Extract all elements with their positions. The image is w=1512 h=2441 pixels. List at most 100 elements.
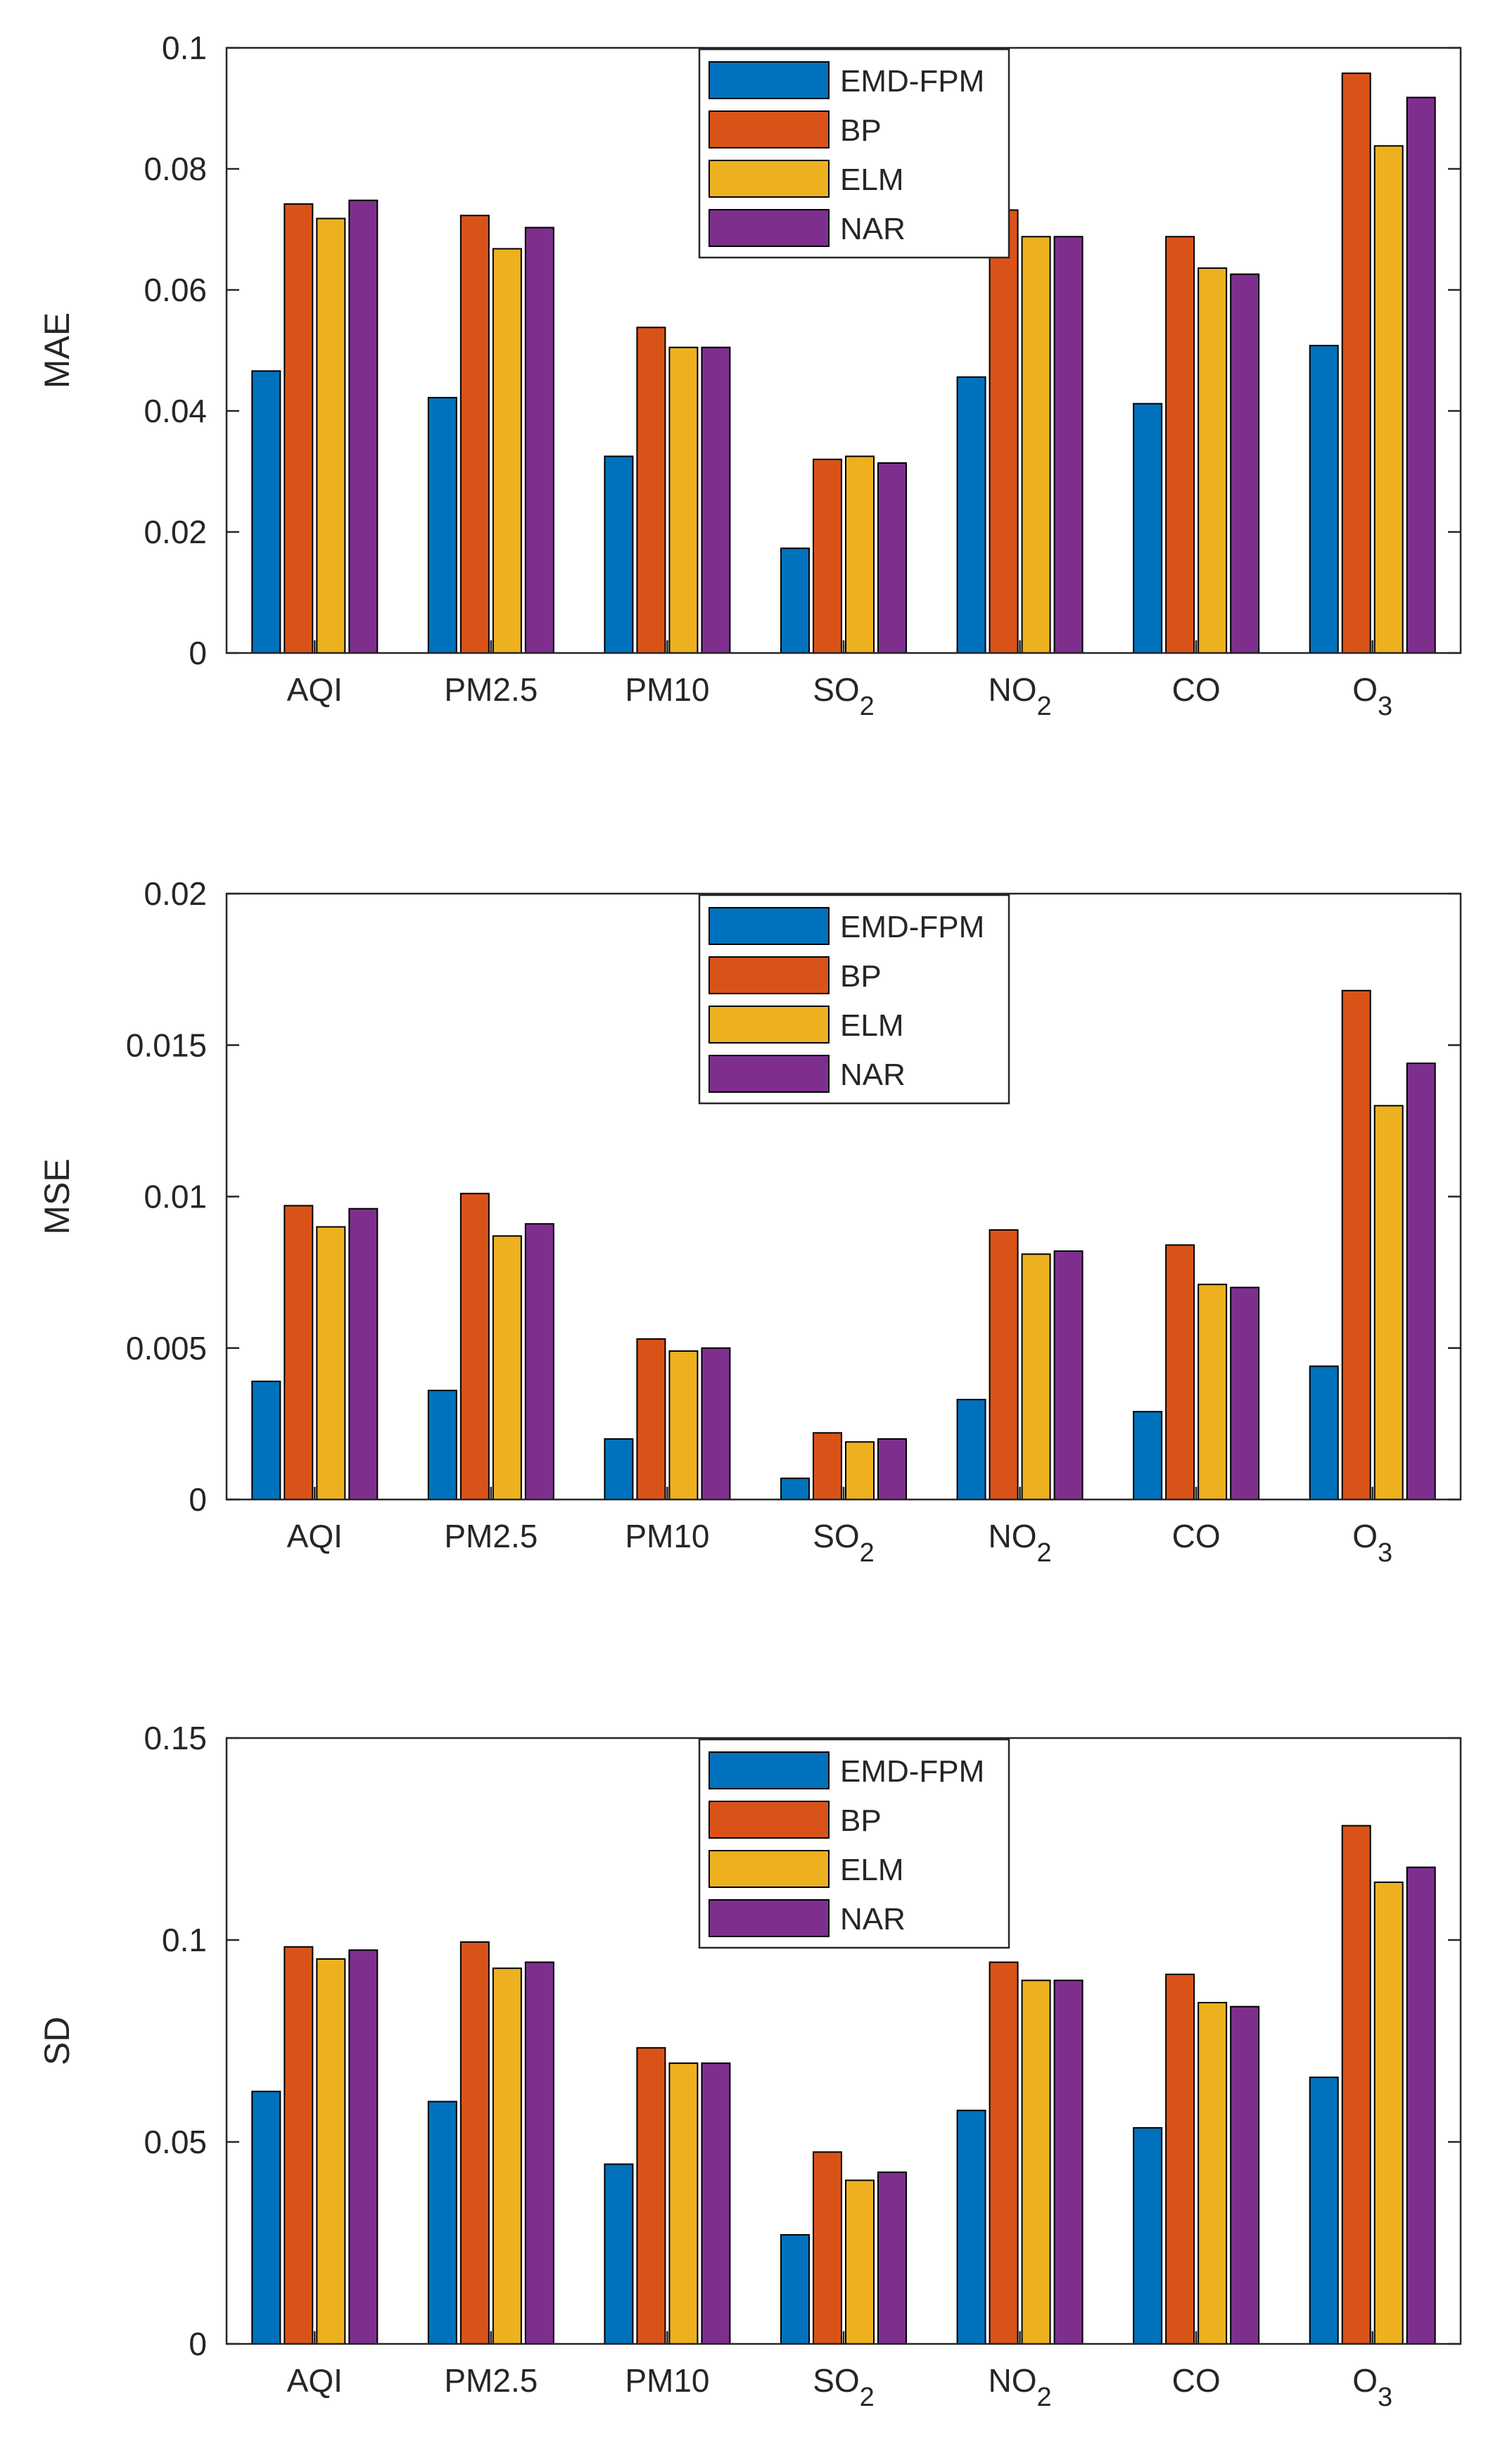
- bar-mae-bp-o3: [1341, 72, 1371, 654]
- bar-mse-nar-no2: [1053, 1250, 1084, 1500]
- bar-mse-nar-co: [1230, 1286, 1260, 1501]
- legend-swatch-emd-fpm: [709, 61, 830, 99]
- legend-label-bp: BP: [840, 1803, 882, 1838]
- bar-mse-elm-pm2.5: [492, 1235, 522, 1500]
- bar-mae-bp-aqi: [284, 203, 314, 654]
- bar-mae-bp-co: [1165, 236, 1195, 654]
- x-tick-label-pm2.5: PM2.5: [444, 671, 538, 708]
- bar-sd-nar-so2: [877, 2171, 907, 2345]
- bar-mae-elm-aqi: [316, 217, 346, 654]
- bar-mse-emd-fpm-no2: [956, 1398, 986, 1501]
- y-tick-label: 0: [189, 1481, 207, 1518]
- x-tick-label-no2: NO2: [989, 2362, 1052, 2412]
- legend-swatch-nar: [709, 1899, 830, 1937]
- bar-mae-nar-pm2.5: [524, 227, 554, 654]
- bar-sd-nar-o3: [1406, 1866, 1436, 2345]
- x-tick-label-pm2.5: PM2.5: [444, 1518, 538, 1554]
- bar-mse-emd-fpm-o3: [1309, 1365, 1339, 1500]
- bar-mse-emd-fpm-pm10: [604, 1438, 634, 1501]
- x-tick-label-aqi: AQI: [287, 1518, 343, 1554]
- y-tick-label: 0: [189, 2326, 207, 2362]
- x-tick-label-no2: NO2: [989, 1518, 1052, 1568]
- bar-sd-emd-fpm-co: [1133, 2126, 1163, 2345]
- x-tick-label-no2: NO2: [989, 671, 1052, 721]
- x-tick-label-pm10: PM10: [625, 671, 709, 708]
- bar-sd-nar-aqi: [348, 1949, 379, 2345]
- legend-label-emd-fpm: EMD-FPM: [840, 910, 984, 944]
- bar-mse-elm-co: [1197, 1283, 1228, 1500]
- bar-mae-bp-no2: [989, 209, 1019, 654]
- bar-mae-elm-so2: [845, 455, 875, 654]
- y-tick-label: 0.005: [126, 1330, 207, 1367]
- legend-label-bp: BP: [840, 113, 882, 148]
- y-tick-label: 0.06: [144, 272, 207, 308]
- bar-sd-elm-pm10: [668, 2062, 699, 2345]
- bar-mse-bp-aqi: [284, 1205, 314, 1501]
- x-tick-label-co: CO: [1172, 671, 1221, 708]
- bar-sd-emd-fpm-o3: [1309, 2077, 1339, 2345]
- bar-mae-elm-pm10: [668, 346, 699, 654]
- bar-mae-nar-aqi: [348, 199, 379, 654]
- y-axis-label: MSE: [37, 1158, 77, 1234]
- bar-mae-emd-fpm-no2: [956, 376, 986, 654]
- legend-swatch-emd-fpm: [709, 907, 830, 945]
- y-tick-label: 0.15: [144, 1720, 207, 1756]
- legend-label-emd-fpm: EMD-FPM: [840, 64, 984, 99]
- x-tick-label-so2: SO2: [813, 2362, 875, 2412]
- chart-panel-mae: 0 0.02 0.04 0.06 0.08 0.1 AQI PM2.5 PM10 SO2 NO2 CO…: [37, 30, 1462, 721]
- bar-mae-elm-pm2.5: [492, 248, 522, 654]
- legend-label-elm: ELM: [840, 163, 903, 197]
- y-axis-label: MAE: [37, 312, 77, 388]
- x-tick-label-pm10: PM10: [625, 1518, 709, 1554]
- bar-mae-elm-no2: [1021, 236, 1051, 654]
- x-tick-label-pm10: PM10: [625, 2362, 709, 2399]
- bar-sd-elm-aqi: [316, 1958, 346, 2345]
- legend-swatch-elm: [709, 1006, 830, 1044]
- bar-mse-emd-fpm-so2: [780, 1477, 810, 1500]
- bar-mse-bp-o3: [1341, 989, 1371, 1500]
- x-tick-label-aqi: AQI: [287, 2362, 343, 2399]
- legend-swatch-nar: [709, 1055, 830, 1093]
- y-tick-label: 0.05: [144, 2124, 207, 2160]
- bar-sd-bp-so2: [813, 2151, 842, 2345]
- bar-mae-emd-fpm-o3: [1309, 345, 1339, 654]
- bar-mse-bp-pm2.5: [459, 1193, 490, 1500]
- bar-mae-elm-co: [1197, 267, 1228, 654]
- legend-label-elm: ELM: [840, 1853, 903, 1887]
- legend: EMD-FPM BP ELM NAR: [698, 1738, 1010, 1949]
- chart-panel-mse: 0 0.005 0.01 0.015 0.02 AQI PM2.5 PM10 SO2 NO2 CO O…: [37, 875, 1462, 1568]
- legend-label-nar: NAR: [840, 212, 906, 246]
- bar-sd-nar-pm2.5: [524, 1961, 554, 2345]
- bar-mse-elm-o3: [1373, 1105, 1404, 1500]
- legend-swatch-elm: [709, 1850, 830, 1888]
- bar-sd-emd-fpm-so2: [780, 2234, 810, 2345]
- bar-sd-bp-co: [1165, 1973, 1195, 2345]
- bar-mse-bp-pm10: [636, 1338, 666, 1500]
- bar-sd-bp-aqi: [284, 1946, 314, 2345]
- y-tick-label: 0.02: [144, 875, 207, 912]
- bar-mse-bp-co: [1165, 1244, 1195, 1500]
- bar-mse-emd-fpm-aqi: [251, 1381, 281, 1500]
- legend-swatch-elm: [709, 160, 830, 198]
- legend-label-elm: ELM: [840, 1008, 903, 1043]
- y-tick-label: 0.1: [162, 1922, 207, 1958]
- x-tick-label-so2: SO2: [813, 1518, 875, 1568]
- x-tick-label-aqi: AQI: [287, 671, 343, 708]
- y-tick-label: 0: [189, 635, 207, 671]
- bar-mse-elm-no2: [1021, 1253, 1051, 1501]
- x-tick-label-so2: SO2: [813, 671, 875, 721]
- legend-label-nar: NAR: [840, 1058, 906, 1092]
- legend-swatch-bp: [709, 956, 830, 994]
- bar-mae-bp-so2: [813, 458, 842, 654]
- bar-sd-nar-pm10: [701, 2062, 731, 2345]
- bar-mse-nar-pm2.5: [524, 1223, 554, 1500]
- bar-mse-nar-aqi: [348, 1207, 379, 1500]
- bar-sd-elm-so2: [845, 2179, 875, 2345]
- y-tick-label: 0.015: [126, 1027, 207, 1063]
- bar-sd-emd-fpm-pm10: [604, 2163, 634, 2345]
- legend-label-emd-fpm: EMD-FPM: [840, 1754, 984, 1789]
- y-tick-label: 0.02: [144, 514, 207, 550]
- x-tick-label-pm2.5: PM2.5: [444, 2362, 538, 2399]
- bar-mae-emd-fpm-aqi: [251, 370, 281, 654]
- bar-sd-emd-fpm-aqi: [251, 2091, 281, 2345]
